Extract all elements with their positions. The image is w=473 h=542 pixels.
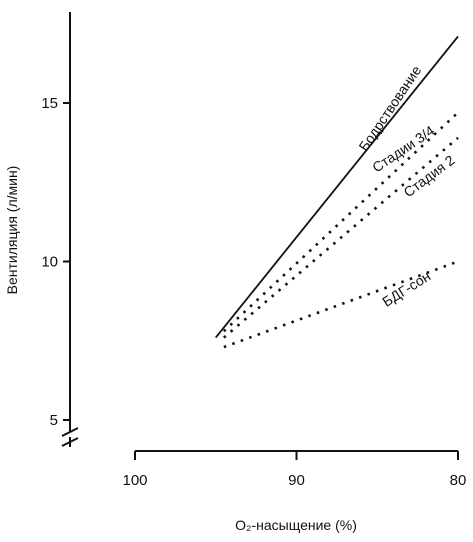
series-line-2 <box>222 136 459 339</box>
x-axis-title: O₂-насыщение (%) <box>235 517 357 533</box>
x-tick-label: 80 <box>450 472 467 489</box>
series-line-3 <box>223 260 459 349</box>
x-tick-label: 100 <box>122 472 147 489</box>
series-label-rem: БДГ-сон <box>379 268 433 310</box>
y-tick-label: 5 <box>50 412 58 429</box>
series-line-1 <box>222 111 459 333</box>
series-lines <box>215 35 459 349</box>
y-axis-title: Вентиляция (л/мин) <box>4 166 20 295</box>
x-tick-label: 90 <box>288 472 305 489</box>
y-ticks: 5 10 15 <box>41 95 70 429</box>
y-axis-break <box>61 427 79 447</box>
y-tick-label: 15 <box>41 95 58 112</box>
series-line-0 <box>215 35 459 339</box>
y-tick-label: 10 <box>41 254 58 271</box>
x-ticks: 100 90 80 <box>122 451 466 489</box>
